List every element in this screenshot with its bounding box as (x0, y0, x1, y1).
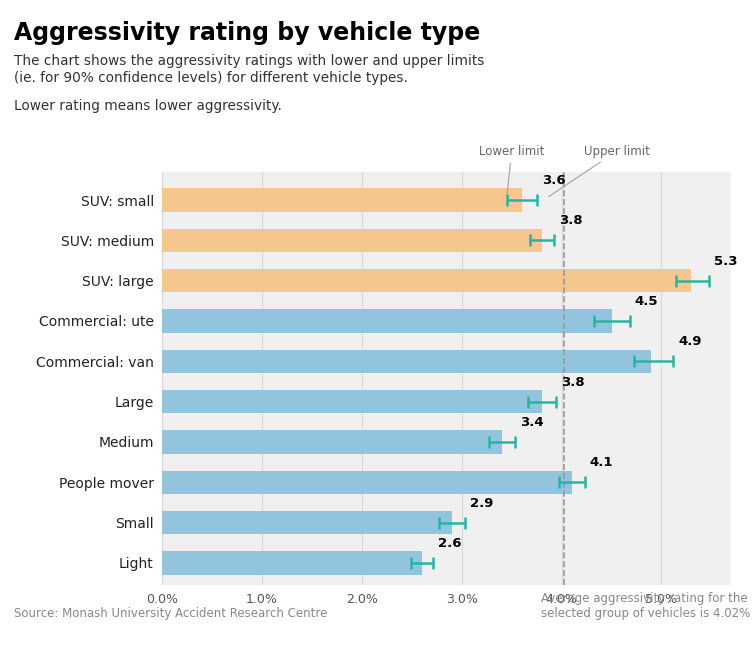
Bar (162, 511, 452, 534)
Text: 2.9: 2.9 (470, 496, 493, 510)
Bar (162, 350, 651, 373)
Text: 2.6: 2.6 (438, 537, 461, 550)
Text: Upper limit: Upper limit (549, 145, 649, 196)
Text: Lower rating means lower aggressivity.: Lower rating means lower aggressivity. (14, 99, 281, 113)
Text: (ie. for 90% confidence levels) for different vehicle types.: (ie. for 90% confidence levels) for diff… (14, 71, 407, 85)
Text: Aggressivity rating by vehicle type: Aggressivity rating by vehicle type (14, 21, 480, 45)
Bar (162, 309, 611, 332)
Text: Average aggressivity rating for the
selected group of vehicles is 4.02%: Average aggressivity rating for the sele… (541, 592, 750, 620)
Text: 4.9: 4.9 (679, 335, 702, 348)
Bar (162, 229, 541, 252)
Bar (162, 551, 421, 574)
Bar (162, 430, 501, 453)
Text: Source: Monash University Accident Research Centre: Source: Monash University Accident Resea… (14, 607, 327, 620)
Text: Lower limit: Lower limit (479, 145, 544, 195)
Text: The chart shows the aggressivity ratings with lower and upper limits: The chart shows the aggressivity ratings… (14, 54, 484, 68)
Bar (162, 390, 541, 413)
Bar (162, 269, 691, 292)
Bar (162, 471, 572, 494)
Text: 4.1: 4.1 (590, 456, 613, 469)
Bar (162, 188, 522, 212)
Text: 3.8: 3.8 (560, 375, 584, 389)
Text: 5.3: 5.3 (714, 254, 738, 268)
Text: 3.4: 3.4 (520, 416, 544, 429)
Text: 3.8: 3.8 (559, 214, 582, 227)
Text: 3.6: 3.6 (541, 175, 566, 187)
Text: 4.5: 4.5 (635, 295, 658, 308)
